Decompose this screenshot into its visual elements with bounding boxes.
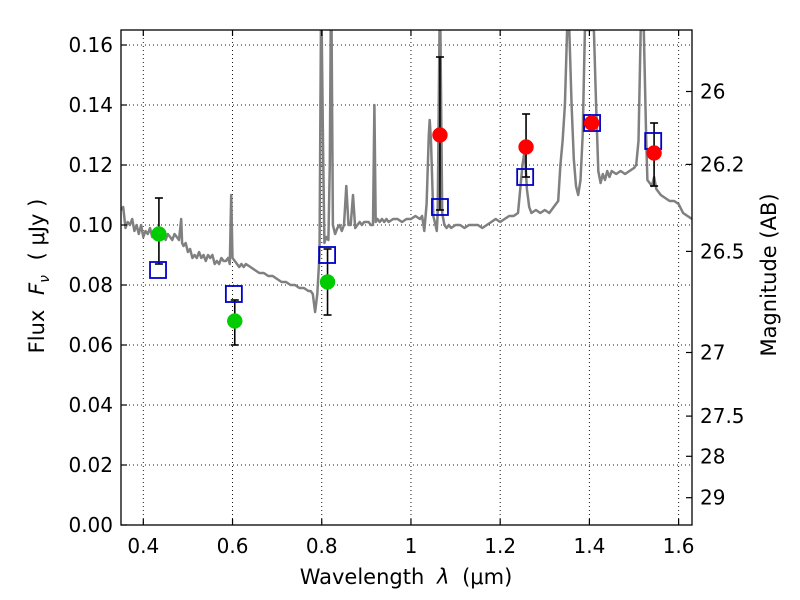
red-data-point <box>518 139 534 155</box>
green-data-point <box>319 274 336 290</box>
axis-ticks: 0.4 0.6 0.8 1 1.2 1.4 1.6 0.00 0.02 0.04 0.06 0.08 0… <box>68 30 745 558</box>
y-tick-label: 0.04 <box>68 393 113 417</box>
y2-tick-label: 27 <box>700 341 725 365</box>
model-box-point <box>318 246 336 264</box>
red-data-point <box>646 145 662 161</box>
y2-tick-label: 29 <box>700 486 725 510</box>
grid <box>121 30 692 526</box>
y2-tick-label: 26.2 <box>700 152 745 176</box>
y-tick-label: 0.00 <box>68 513 113 537</box>
y-tick-label: 0.06 <box>68 333 113 357</box>
x-tick-label: 1 <box>405 534 418 558</box>
y2-tick-label: 27.5 <box>700 404 745 428</box>
y-axis-title: Flux Fν ( μJy ) <box>25 199 54 354</box>
x-tick-label: 1.4 <box>573 534 605 558</box>
y2-axis-title: Magnitude (AB) <box>757 193 781 356</box>
y-tick-label: 0.08 <box>68 273 113 297</box>
spectrum-layer <box>121 30 692 314</box>
x-axis-title-prefix: Wavelength <box>300 565 425 589</box>
data-marks <box>149 56 663 346</box>
plot-frame <box>120 29 693 526</box>
y-axis-title-unit: ( μJy ) <box>25 199 49 261</box>
x-tick-label: 1.2 <box>484 534 516 558</box>
model-box-point <box>149 261 167 279</box>
y-tick-label: 0.12 <box>68 153 113 177</box>
y-axis-title-prefix: Flux <box>25 310 49 354</box>
x-tick-label: 1.6 <box>663 534 695 558</box>
green-data-point <box>227 313 243 329</box>
y-tick-label: 0.16 <box>68 33 113 57</box>
y-axis-title-sub: ν <box>37 275 53 283</box>
x-tick-label: 0.4 <box>127 534 159 558</box>
model-box-point <box>224 285 243 303</box>
y2-tick-label: 28 <box>700 444 725 468</box>
y-tick-label: 0.14 <box>68 93 113 117</box>
x-axis-title: Wavelength λ (μm) <box>300 565 513 589</box>
y2-tick-label: 26.5 <box>700 239 745 263</box>
x-tick-label: 0.8 <box>306 534 338 558</box>
red-data-point <box>432 127 448 143</box>
green-data-point <box>151 226 167 242</box>
model-box-point <box>516 168 535 186</box>
x-axis-title-var: λ <box>436 565 449 589</box>
spectrum-line <box>121 30 692 314</box>
y2-tick-label: 26 <box>700 80 725 104</box>
y-tick-label: 0.02 <box>68 453 113 477</box>
model-box-point <box>431 198 449 216</box>
x-tick-label: 0.6 <box>217 534 249 558</box>
y-tick-label: 0.10 <box>68 213 113 237</box>
y-axis-title-var: F <box>25 282 49 295</box>
red-data-point <box>583 115 600 131</box>
x-axis-title-unit: (μm) <box>462 565 512 589</box>
